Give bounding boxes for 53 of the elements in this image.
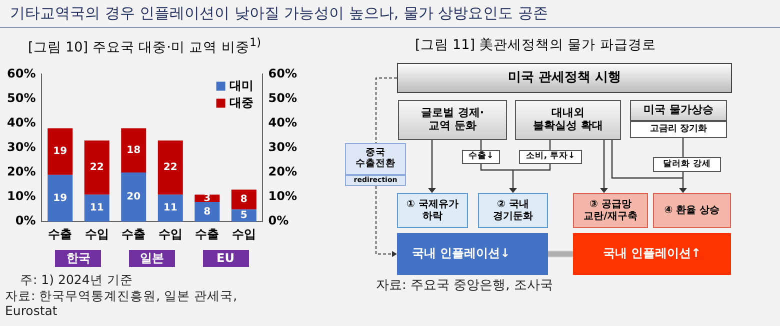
y-tick-label: 0% <box>15 214 36 228</box>
bar <box>48 128 73 175</box>
x-tick-label: 수출 <box>122 226 146 241</box>
data-label: 19 <box>53 192 68 204</box>
text: 주: 1) 2024년 기준 <box>20 272 133 287</box>
y2-tick-label: 20% <box>268 164 298 179</box>
x-tick-label: 수출 <box>48 226 72 241</box>
data-label: 22 <box>163 162 178 174</box>
text: 자료: 주요국 중앙은행, 조사국 <box>375 277 554 295</box>
text: EU <box>202 250 249 267</box>
data-label: 18 <box>126 144 141 156</box>
y2-tick-label: 0% <box>268 214 289 228</box>
data-label: 20 <box>126 192 141 203</box>
y2-tick-label: 40% <box>268 115 298 130</box>
data-label: 11 <box>90 202 104 214</box>
text: 일본 <box>129 250 175 267</box>
data-label: 8 <box>204 206 211 218</box>
x-tick-label: 수출 <box>195 226 220 241</box>
bar <box>121 172 146 222</box>
text: [그림 11] 美관세정책의 물가 파급경로 <box>415 36 656 54</box>
data-label: 5 <box>240 210 248 222</box>
bar <box>121 128 146 172</box>
y2-tick-label: 50% <box>268 90 298 105</box>
x-tick-label: 수입 <box>232 226 256 241</box>
data-label: 19 <box>53 146 68 158</box>
y2-tick-label: 60% <box>268 66 298 80</box>
bar <box>231 190 256 210</box>
y2-tick-label: 10% <box>268 189 298 204</box>
bar <box>194 202 220 222</box>
bar <box>84 140 110 195</box>
bar <box>158 194 183 222</box>
x-tick-label: 수입 <box>84 226 109 241</box>
data-label: 8 <box>240 194 248 206</box>
bar <box>84 194 110 222</box>
y-tick-label: 30% <box>6 140 36 154</box>
data-label: 3 <box>204 192 211 204</box>
y-tick-label: 50% <box>6 90 36 105</box>
y-tick-label: 40% <box>6 115 36 130</box>
text: 자료: 한국무역통계진흥원, 일본 관세국, Eurostat <box>5 288 238 318</box>
y-tick-label: 10% <box>6 189 36 204</box>
bar <box>158 140 183 195</box>
legend-label: 대중 <box>229 95 254 110</box>
chart-title: 기타교역국의 경우 인플레이션이 낮아질 가능성이 높으나, 물가 상방요인도 공존 <box>10 4 548 23</box>
data-label: 22 <box>90 162 104 174</box>
text: 한국 <box>55 250 102 267</box>
data-label: 11 <box>163 202 178 214</box>
y2-tick-label: 30% <box>268 140 298 154</box>
y-tick-label: 60% <box>6 66 36 80</box>
x-tick-label: 수입 <box>158 226 182 241</box>
legend-label: 대미 <box>229 78 254 92</box>
chart-subtitle: [그림 10] 주요국 대중·미 교역 비중$^{1)}$ <box>28 36 262 56</box>
bar <box>48 174 73 222</box>
y-tick-label: 20% <box>6 164 36 179</box>
